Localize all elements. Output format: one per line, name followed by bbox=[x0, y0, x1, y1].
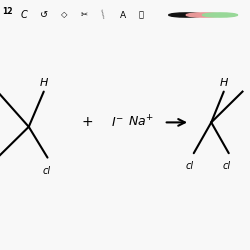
Text: 12: 12 bbox=[2, 8, 13, 16]
Text: H: H bbox=[220, 78, 228, 88]
Circle shape bbox=[186, 13, 221, 17]
Text: $\mathit{I}^{-}$: $\mathit{I}^{-}$ bbox=[111, 116, 124, 129]
Text: ↺: ↺ bbox=[40, 10, 48, 20]
Text: C: C bbox=[20, 10, 27, 20]
Circle shape bbox=[202, 13, 237, 17]
Text: cl: cl bbox=[222, 162, 230, 172]
Text: ◇: ◇ bbox=[60, 10, 67, 20]
Text: A: A bbox=[120, 10, 126, 20]
Text: $\mathit{Na}^{+}$: $\mathit{Na}^{+}$ bbox=[128, 115, 154, 130]
Text: ⬛: ⬛ bbox=[139, 10, 144, 20]
Text: +: + bbox=[82, 116, 93, 130]
Circle shape bbox=[169, 13, 204, 17]
Text: ✂: ✂ bbox=[80, 10, 87, 20]
Text: cl: cl bbox=[42, 166, 50, 176]
Text: /: / bbox=[100, 10, 108, 20]
Text: cl: cl bbox=[186, 162, 194, 172]
Text: H: H bbox=[40, 78, 48, 88]
